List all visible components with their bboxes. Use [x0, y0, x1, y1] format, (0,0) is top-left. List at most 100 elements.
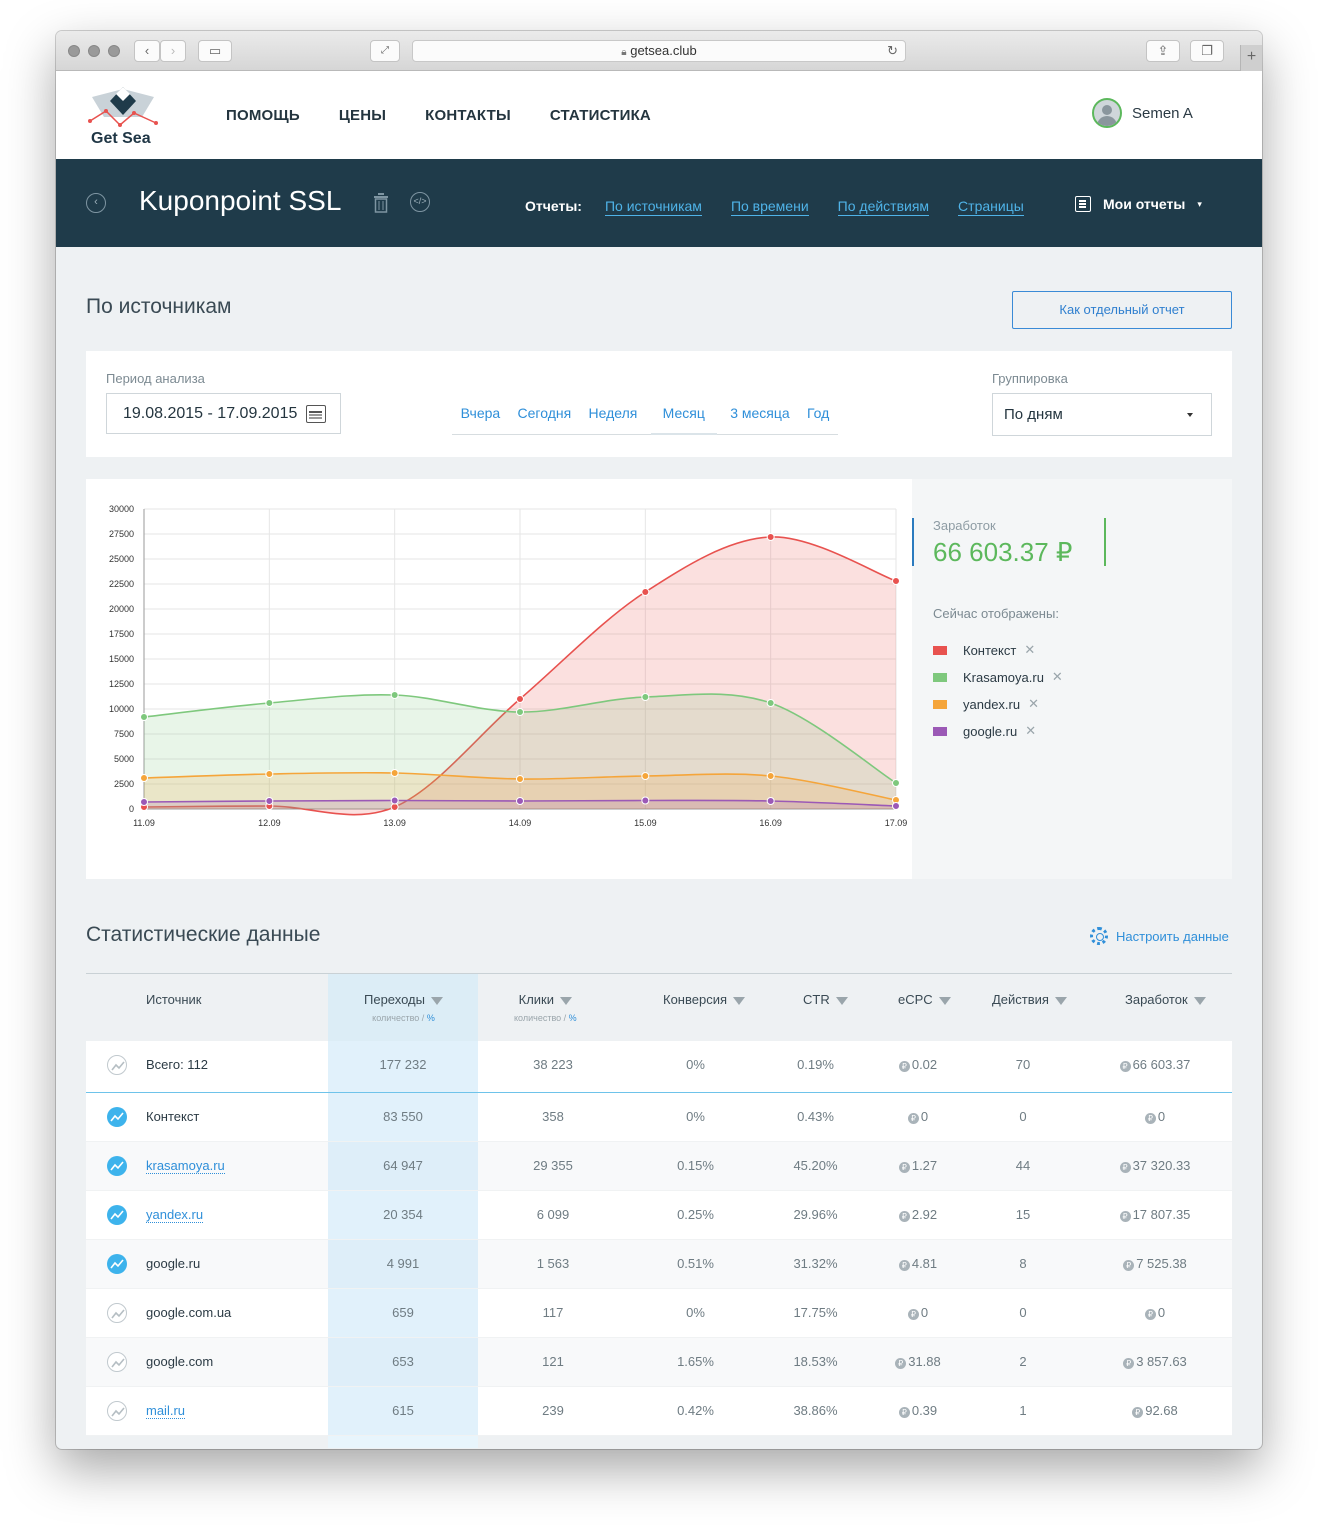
source-name: google.com: [146, 1354, 214, 1369]
source-name[interactable]: krasamoya.ru: [146, 1158, 225, 1174]
table-row[interactable]: yandex.ru 20 354 6 099 0.25% 29.96% ₽2.92 15 ₽1…: [86, 1191, 1232, 1240]
nav-prices[interactable]: ЦЕНЫ: [338, 107, 387, 124]
source-name[interactable]: mail.ru: [146, 1403, 186, 1419]
period-tab-today[interactable]: Сегодня: [517, 405, 572, 421]
remove-series-icon[interactable]: ✕: [1025, 723, 1037, 738]
col-visits[interactable]: Переходы количество / %: [364, 992, 443, 1023]
period-tab-month[interactable]: Месяц: [650, 399, 717, 435]
period-tab-year[interactable]: Год: [807, 405, 830, 421]
tabs-icon[interactable]: ❐: [1190, 40, 1224, 62]
col-actions[interactable]: Действия: [992, 992, 1067, 1007]
trend-toggle-icon[interactable]: [107, 1156, 127, 1176]
my-reports-dropdown[interactable]: Мои отчеты ▾: [1075, 196, 1202, 212]
filter-icon[interactable]: [835, 997, 848, 1005]
cell-earnings: ₽92.68: [1078, 1403, 1232, 1418]
nav-help[interactable]: ПОМОЩЬ: [226, 107, 300, 124]
col-clicks[interactable]: Клики количество / %: [514, 992, 577, 1023]
col-source[interactable]: Источник: [146, 992, 202, 1007]
nav-statistics[interactable]: СТАТИСТИКА: [549, 107, 651, 124]
remove-series-icon[interactable]: ✕: [1028, 696, 1039, 711]
trend-toggle-icon[interactable]: [107, 1205, 127, 1225]
ruble-icon: ₽: [895, 1358, 907, 1369]
col-visits-pct[interactable]: %: [426, 1013, 435, 1023]
new-tab-icon[interactable]: +: [1240, 45, 1262, 71]
user-menu[interactable]: Semen A: [1092, 98, 1193, 128]
back-icon[interactable]: ‹: [134, 40, 160, 62]
trend-toggle-icon[interactable]: [107, 1055, 127, 1075]
cell-clicks: 1 563: [478, 1256, 628, 1271]
data-point: [390, 769, 399, 777]
filter-icon[interactable]: [560, 997, 573, 1005]
grouping-select[interactable]: По дням: [992, 393, 1212, 436]
get-sea-logo[interactable]: [86, 87, 160, 147]
forward-icon[interactable]: ›: [160, 40, 186, 62]
cell-ctr: 31.32%: [763, 1256, 868, 1271]
fullscreen-icon[interactable]: ⤢: [370, 40, 400, 62]
embed-code-icon[interactable]: </>: [410, 192, 430, 212]
configure-data-link[interactable]: Настроить данные: [1090, 927, 1229, 945]
table-row[interactable]: mail.ru 615 239 0.42% 38.86% ₽0.39 1 ₽92.68: [86, 1387, 1232, 1436]
report-link-actions[interactable]: По действиям: [837, 198, 930, 216]
sidebar-icon[interactable]: ▭: [198, 40, 232, 62]
filter-icon[interactable]: [1054, 997, 1067, 1005]
col-conversion[interactable]: Конверсия: [663, 992, 746, 1007]
filter-icon[interactable]: [430, 997, 443, 1005]
calendar-icon[interactable]: [306, 405, 326, 423]
col-clicks-pct[interactable]: %: [568, 1013, 577, 1023]
data-point: [641, 772, 650, 780]
cell-actions: 44: [968, 1158, 1078, 1173]
legend-swatch: [933, 699, 947, 709]
trend-toggle-icon[interactable]: [107, 1352, 127, 1372]
period-date-input[interactable]: 19.08.2015 - 17.09.2015: [106, 393, 341, 434]
cell-ctr: 45.20%: [763, 1158, 868, 1173]
data-point: [140, 798, 148, 806]
table-total-row[interactable]: Всего: 112 177 232 38 223 0% 0.19% ₽0.02 70 ₽66…: [86, 1041, 1232, 1093]
trend-toggle-icon[interactable]: [107, 1401, 127, 1421]
share-icon[interactable]: ⇪: [1146, 40, 1180, 62]
remove-series-icon[interactable]: ✕: [1024, 642, 1036, 657]
cell-earnings: ₽17 807.35: [1078, 1207, 1232, 1222]
configure-label: Настроить данные: [1116, 928, 1229, 944]
report-link-time[interactable]: По времени: [730, 198, 809, 216]
col-earnings[interactable]: Заработок: [1125, 992, 1206, 1007]
trash-icon[interactable]: [373, 193, 389, 213]
reload-icon[interactable]: ↻: [887, 43, 898, 58]
col-ecpc[interactable]: eCPC: [898, 992, 951, 1007]
filter-icon[interactable]: [938, 997, 951, 1005]
filter-icon[interactable]: [1193, 997, 1206, 1005]
table-row[interactable]: google.com 653 121 1.65% 18.53% ₽31.88 2 ₽3 857…: [86, 1338, 1232, 1387]
report-link-pages[interactable]: Страницы: [958, 198, 1024, 216]
trend-toggle-icon[interactable]: [107, 1303, 127, 1323]
visits-cell-highlight: [328, 1142, 478, 1190]
remove-series-icon[interactable]: ✕: [1051, 669, 1063, 684]
separate-report-button[interactable]: Как отдельный отчет: [1012, 291, 1232, 329]
cell-clicks: 239: [478, 1403, 628, 1418]
data-point: [516, 708, 524, 716]
chevron-down-icon: ▾: [1197, 198, 1202, 209]
col-ctr[interactable]: CTR: [803, 992, 848, 1007]
period-label: Период анализа: [106, 371, 205, 386]
period-tab-week[interactable]: Неделя: [588, 405, 638, 421]
period-tab-yesterday[interactable]: Вчера: [460, 405, 501, 421]
table-row[interactable]: Контекст 83 550 358 0% 0.43% ₽0 0 ₽0: [86, 1093, 1232, 1142]
trend-toggle-icon[interactable]: [107, 1254, 127, 1274]
legend-label: Контекст: [963, 642, 1017, 658]
table-row[interactable]: google.ru 4 991 1 563 0.51% 31.32% ₽4.81 8 ₽7 5…: [86, 1240, 1232, 1289]
filter-icon[interactable]: [733, 997, 746, 1005]
period-tab-3months[interactable]: 3 месяца: [730, 405, 790, 421]
trend-toggle-icon[interactable]: [107, 1107, 127, 1127]
source-name[interactable]: yandex.ru: [146, 1207, 204, 1223]
address-bar[interactable]: 🔒︎ getsea.club ↻: [412, 40, 906, 62]
report-link-sources[interactable]: По источникам: [604, 198, 702, 216]
zoom-window-button[interactable]: [108, 45, 120, 57]
data-point: [641, 588, 650, 596]
close-window-button[interactable]: [68, 45, 80, 57]
nav-contacts[interactable]: КОНТАКТЫ: [425, 107, 511, 124]
ruble-icon: ₽: [1144, 1113, 1156, 1124]
table-row[interactable]: google.com.ua 659 117 0% 17.75% ₽0 0 ₽0: [86, 1289, 1232, 1338]
back-arrow-icon[interactable]: ‹: [86, 193, 106, 213]
url-text: getsea.club: [630, 43, 697, 58]
source-name: google.ru: [146, 1256, 201, 1271]
table-row[interactable]: krasamoya.ru 64 947 29 355 0.15% 45.20% ₽1.27…: [86, 1142, 1232, 1191]
minimize-window-button[interactable]: [88, 45, 100, 57]
